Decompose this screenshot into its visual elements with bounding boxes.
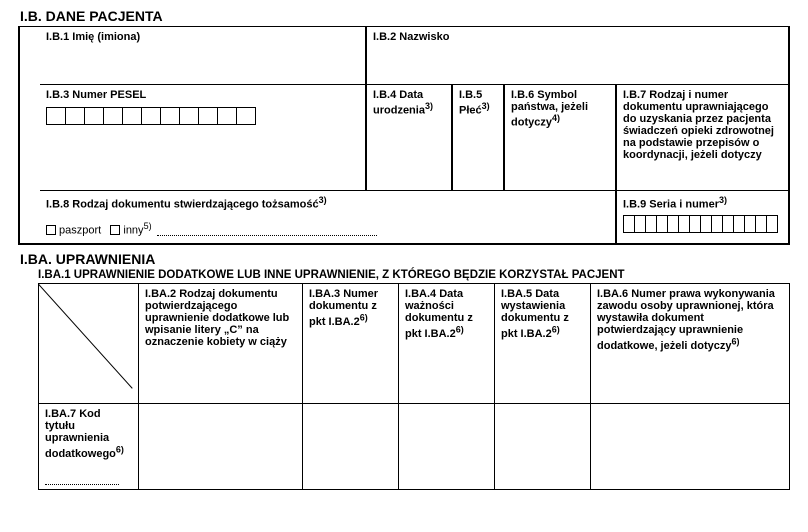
- cell-iba5: I.BA.5 Data wystawienia dokumentu z pkt …: [495, 284, 591, 404]
- label-ib7: I.B.7 Rodzaj i numer dokumentu uprawniaj…: [623, 89, 782, 161]
- label-ib5-text: I.B.5 Płeć: [459, 89, 482, 117]
- field-ib3: I.B.3 Numer PESEL: [40, 85, 366, 191]
- checkbox-paszport[interactable]: [46, 225, 56, 235]
- cell-iba3: I.BA.3 Numer dokumentu z pkt I.BA.26): [303, 284, 399, 404]
- section-ib-box: I.B.1 Imię (imiona) I.B.2 Nazwisko I.B.3…: [18, 26, 790, 245]
- label-iba3-sup: 6): [360, 312, 368, 322]
- cell-iba7: I.BA.7 Kod tytułu uprawnienia dodatkoweg…: [39, 404, 139, 490]
- field-ib1: I.B.1 Imię (imiona): [40, 27, 366, 85]
- field-ib2: I.B.2 Nazwisko: [366, 27, 788, 85]
- label-iba5: I.BA.5 Data wystawienia dokumentu z pkt …: [501, 288, 569, 340]
- ib8-options: paszport inny5): [46, 221, 609, 237]
- field-ib8: I.B.8 Rodzaj dokumentu stwierdzającego t…: [40, 191, 616, 243]
- label-iba6: I.BA.6 Numer prawa wykonywania zawodu os…: [597, 288, 775, 352]
- table-row: I.BA.7 Kod tytułu uprawnienia dodatkoweg…: [39, 404, 790, 490]
- label-iba7-sup: 6): [116, 444, 124, 454]
- label-ib8-text: I.B.8 Rodzaj dokumentu stwierdzającego t…: [46, 199, 319, 211]
- table-row: I.BA.2 Rodzaj dokumentu potwierdzającego…: [39, 284, 790, 404]
- label-ib6-sup: 4): [552, 113, 560, 123]
- label-iba7-text: I.BA.7 Kod tytułu uprawnienia dodatkoweg…: [45, 408, 116, 460]
- section-iba-sub1: I.BA.1 UPRAWNIENIE DODATKOWE LUB INNE UP…: [18, 269, 790, 281]
- cell-empty-6: [591, 404, 790, 490]
- label-ib9-text: I.B.9 Seria i numer: [623, 199, 719, 211]
- seria-boxes: [623, 215, 782, 233]
- iba7-dotted: [45, 475, 119, 485]
- label-ib9-sup: 3): [719, 195, 727, 205]
- label-inny-sup: 5): [144, 221, 152, 231]
- section-iba-title: I.BA. UPRAWNIENIA: [18, 251, 790, 267]
- label-ib9: I.B.9 Seria i numer3): [623, 195, 782, 211]
- cell-iba6: I.BA.6 Numer prawa wykonywania zawodu os…: [591, 284, 790, 404]
- label-ib1: I.B.1 Imię (imiona): [46, 31, 359, 43]
- label-ib3: I.B.3 Numer PESEL: [46, 89, 359, 101]
- checkbox-inny[interactable]: [110, 225, 120, 235]
- label-ib5: I.B.5 Płeć3): [459, 89, 497, 117]
- label-iba3: I.BA.3 Numer dokumentu z pkt I.BA.26): [309, 288, 378, 328]
- label-ib8: I.B.8 Rodzaj dokumentu stwierdzającego t…: [46, 195, 609, 211]
- inny-dotted-line: [157, 226, 377, 236]
- label-ib8-sup: 3): [319, 195, 327, 205]
- iba-table: I.BA.2 Rodzaj dokumentu potwierdzającego…: [38, 283, 790, 490]
- field-ib6: I.B.6 Symbol państwa, jeżeli dotyczy4): [504, 85, 616, 191]
- label-paszport: paszport: [59, 224, 101, 236]
- cell-empty-4: [399, 404, 495, 490]
- label-ib4-text: I.B.4 Data urodzenia: [373, 89, 425, 117]
- field-ib7: I.B.7 Rodzaj i numer dokumentu uprawniaj…: [616, 85, 788, 191]
- label-ib2: I.B.2 Nazwisko: [373, 31, 782, 43]
- pesel-boxes: [46, 107, 359, 125]
- label-iba6-sup: 6): [731, 336, 739, 346]
- label-ib5-sup: 3): [482, 101, 490, 111]
- label-iba7: I.BA.7 Kod tytułu uprawnienia dodatkoweg…: [45, 408, 124, 460]
- field-ib4: I.B.4 Data urodzenia3): [366, 85, 452, 191]
- field-ib9: I.B.9 Seria i numer3): [616, 191, 788, 243]
- cell-iba4: I.BA.4 Data ważności dokumentu z pkt I.B…: [399, 284, 495, 404]
- label-ib6-text: I.B.6 Symbol państwa, jeżeli dotyczy: [511, 89, 588, 129]
- cell-empty-5: [495, 404, 591, 490]
- section-ib-title: I.B. DANE PACJENTA: [18, 8, 790, 24]
- label-iba4-sup: 6): [456, 324, 464, 334]
- label-inny: inny: [123, 224, 143, 236]
- cell-empty-3: [303, 404, 399, 490]
- label-ib6: I.B.6 Symbol państwa, jeżeli dotyczy4): [511, 89, 609, 129]
- cell-diag-1: [39, 284, 139, 404]
- field-ib5: I.B.5 Płeć3): [452, 85, 504, 191]
- label-ib4-sup: 3): [425, 101, 433, 111]
- label-iba6-text: I.BA.6 Numer prawa wykonywania zawodu os…: [597, 288, 775, 352]
- label-iba2: I.BA.2 Rodzaj dokumentu potwierdzającego…: [145, 288, 289, 348]
- label-iba4: I.BA.4 Data ważności dokumentu z pkt I.B…: [405, 288, 473, 340]
- label-iba5-sup: 6): [552, 324, 560, 334]
- cell-empty-2: [139, 404, 303, 490]
- cell-iba2: I.BA.2 Rodzaj dokumentu potwierdzającego…: [139, 284, 303, 404]
- label-ib4: I.B.4 Data urodzenia3): [373, 89, 445, 117]
